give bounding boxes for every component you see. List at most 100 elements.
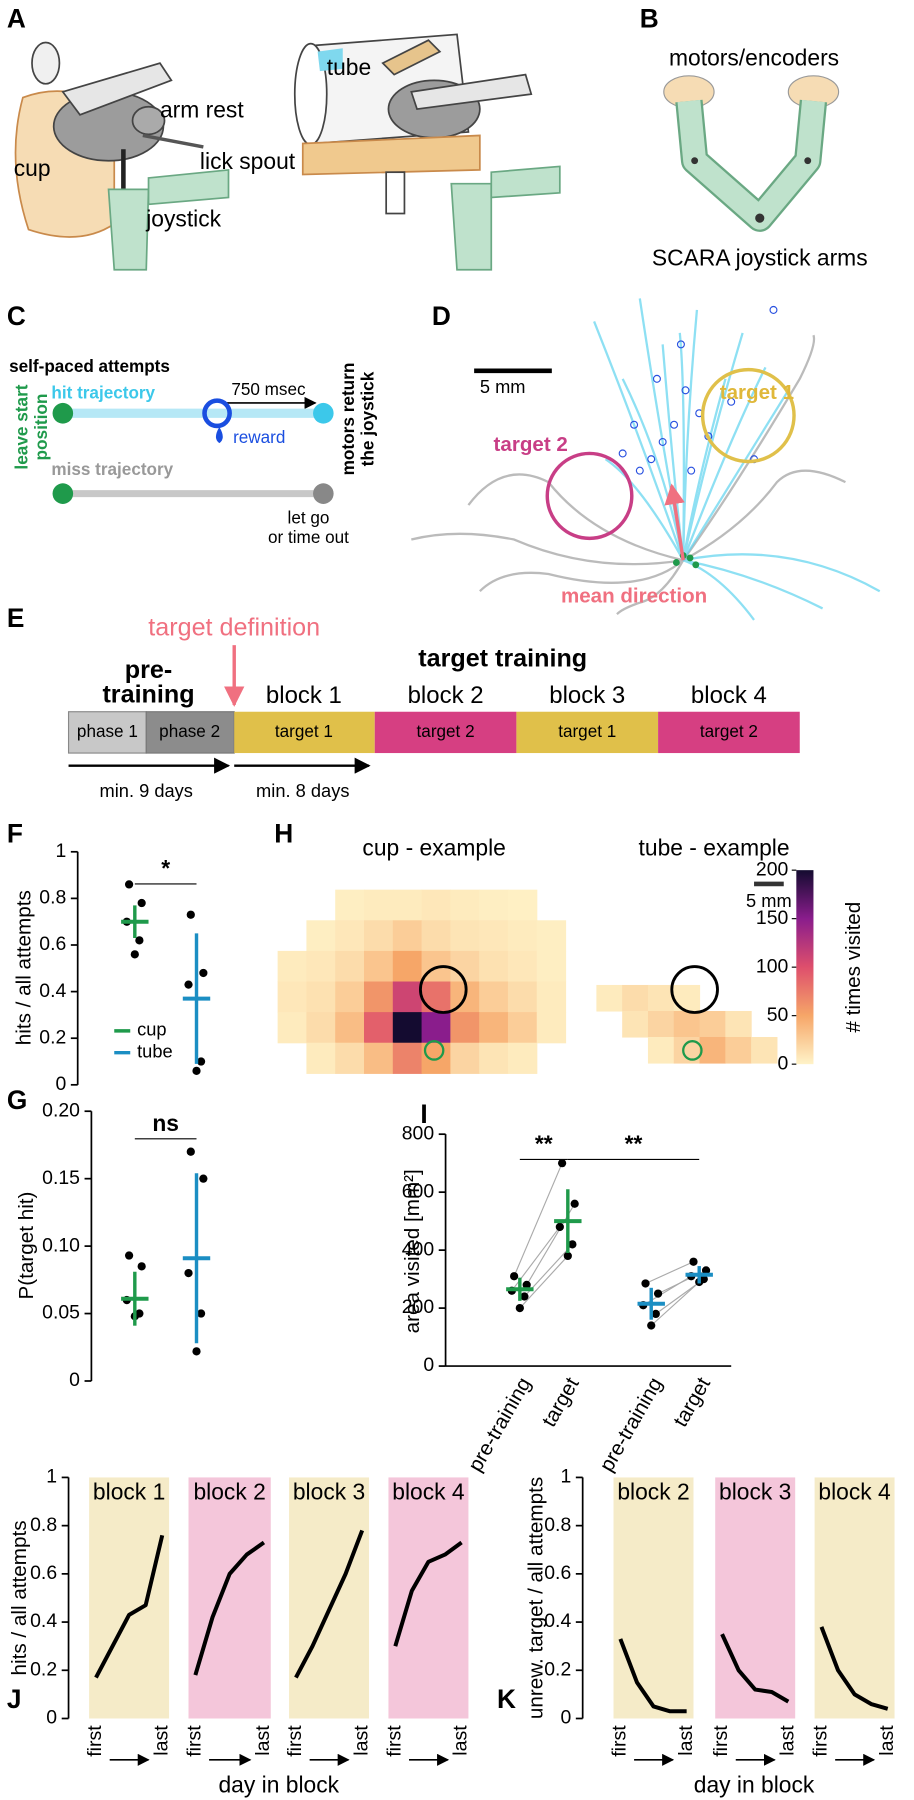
heat-cell xyxy=(306,950,336,983)
heat-cell xyxy=(392,981,423,1013)
x-tick-label: first xyxy=(609,1725,631,1757)
heat-cell xyxy=(364,1012,394,1044)
heat-cell xyxy=(673,1010,701,1038)
heat-cell xyxy=(596,984,623,1012)
heat-cell xyxy=(507,920,538,952)
label: block 3 xyxy=(549,682,625,709)
heat-cell xyxy=(392,950,423,983)
colorbar-tick-label: 100 xyxy=(756,955,789,977)
y-tick-label: 0.4 xyxy=(30,1610,57,1632)
mean-line xyxy=(618,1638,687,1714)
panel-background xyxy=(814,1477,895,1719)
colorbar-tick-label: 150 xyxy=(756,907,789,929)
heat-cell xyxy=(647,1036,675,1064)
heat-cell xyxy=(421,889,451,921)
panel-background xyxy=(388,1477,469,1719)
data-point xyxy=(555,1222,564,1232)
data-point xyxy=(653,1289,663,1298)
panel-letter: J xyxy=(7,1684,22,1714)
x-tick-label: first xyxy=(810,1725,832,1757)
y-tick-label: 0.2 xyxy=(30,1658,57,1680)
data-point xyxy=(137,898,146,908)
pair-line xyxy=(519,1255,569,1309)
label: leave start xyxy=(11,384,31,469)
data-point xyxy=(520,1292,529,1301)
heat-cell xyxy=(622,984,649,1012)
legend-label: tube xyxy=(137,1040,173,1061)
label: reward xyxy=(233,427,285,447)
panel-a-labels: cup arm rest lick spout joystick tube xyxy=(14,54,372,232)
data-point xyxy=(199,1174,208,1183)
heat-cell xyxy=(306,1042,336,1074)
data-point xyxy=(184,980,193,989)
target xyxy=(202,398,232,429)
data-point xyxy=(510,1272,519,1281)
y-tick-label: 1 xyxy=(46,1466,57,1488)
heat-cell xyxy=(647,984,675,1012)
panel-letter: I xyxy=(420,1099,427,1129)
label: arm rest xyxy=(160,96,244,122)
start xyxy=(52,402,74,424)
label: self-paced attempts xyxy=(9,356,170,376)
panel-title: block 3 xyxy=(719,1479,791,1505)
data-point xyxy=(137,1262,146,1271)
heat-cell xyxy=(335,889,365,921)
heat-cell xyxy=(450,889,480,921)
heat-cell xyxy=(725,1010,752,1038)
panel-background xyxy=(89,1477,170,1719)
y-axis-label: P(target hit) xyxy=(15,1192,38,1300)
panel-letter: K xyxy=(497,1684,516,1714)
panel-title: block 1 xyxy=(93,1479,165,1505)
label: miss trajectory xyxy=(51,459,173,479)
y-axis-label: hits / all attempts xyxy=(8,1520,31,1675)
y-axis-label: hits / all attempts xyxy=(13,890,36,1045)
panel-letter: G xyxy=(7,1085,27,1115)
heat-cell xyxy=(479,889,509,921)
y-tick-label: 0.15 xyxy=(42,1167,80,1189)
label: SCARA joystick arms xyxy=(652,244,868,270)
y-tick-label: 0.20 xyxy=(42,1099,80,1121)
label: tube xyxy=(327,54,371,80)
heat-cell xyxy=(364,889,394,921)
target-circle xyxy=(670,965,719,1014)
heat-cell xyxy=(277,1012,307,1044)
y-tick-label: 200 xyxy=(402,1296,435,1318)
y-tick-label: 600 xyxy=(402,1180,435,1202)
label: cup xyxy=(14,155,51,181)
label: block 4 xyxy=(691,682,767,709)
panel-background xyxy=(188,1477,271,1719)
segment xyxy=(658,711,800,754)
label: phase 2 xyxy=(159,721,220,741)
panel-letter: F xyxy=(7,819,23,849)
pair-line xyxy=(513,1162,563,1277)
x-tick-label: last xyxy=(350,1725,372,1756)
label: hit trajectory xyxy=(51,382,155,402)
heat-cell xyxy=(421,1012,451,1044)
data-point xyxy=(184,1268,193,1278)
panel-d-labels: 5 mm target 1 target 2 mean direction xyxy=(480,376,794,608)
heat-cell xyxy=(647,1010,675,1038)
label: 750 msec xyxy=(231,379,306,399)
mean-line xyxy=(193,1540,266,1676)
heat-cell xyxy=(392,889,423,921)
x-tick-label: first xyxy=(710,1725,732,1757)
mean-line xyxy=(819,1626,889,1711)
data-point xyxy=(701,1266,711,1275)
map-title: cup - example xyxy=(362,835,505,861)
end xyxy=(313,402,334,424)
x-axis-label: day in block xyxy=(694,1771,815,1797)
data-point xyxy=(135,936,144,945)
label: target 1 xyxy=(558,721,616,741)
y-tick-label: 0.8 xyxy=(39,887,66,909)
segment xyxy=(516,711,659,754)
heat-cell xyxy=(507,950,538,983)
label: target 1 xyxy=(275,721,333,741)
heat-cell xyxy=(277,950,307,983)
heat-cell xyxy=(479,981,509,1013)
label: 5 mm xyxy=(480,376,526,397)
label: mean direction xyxy=(561,584,707,607)
start-circle xyxy=(423,1040,445,1061)
mean-line xyxy=(720,1633,790,1704)
heat-cell xyxy=(536,981,567,1013)
